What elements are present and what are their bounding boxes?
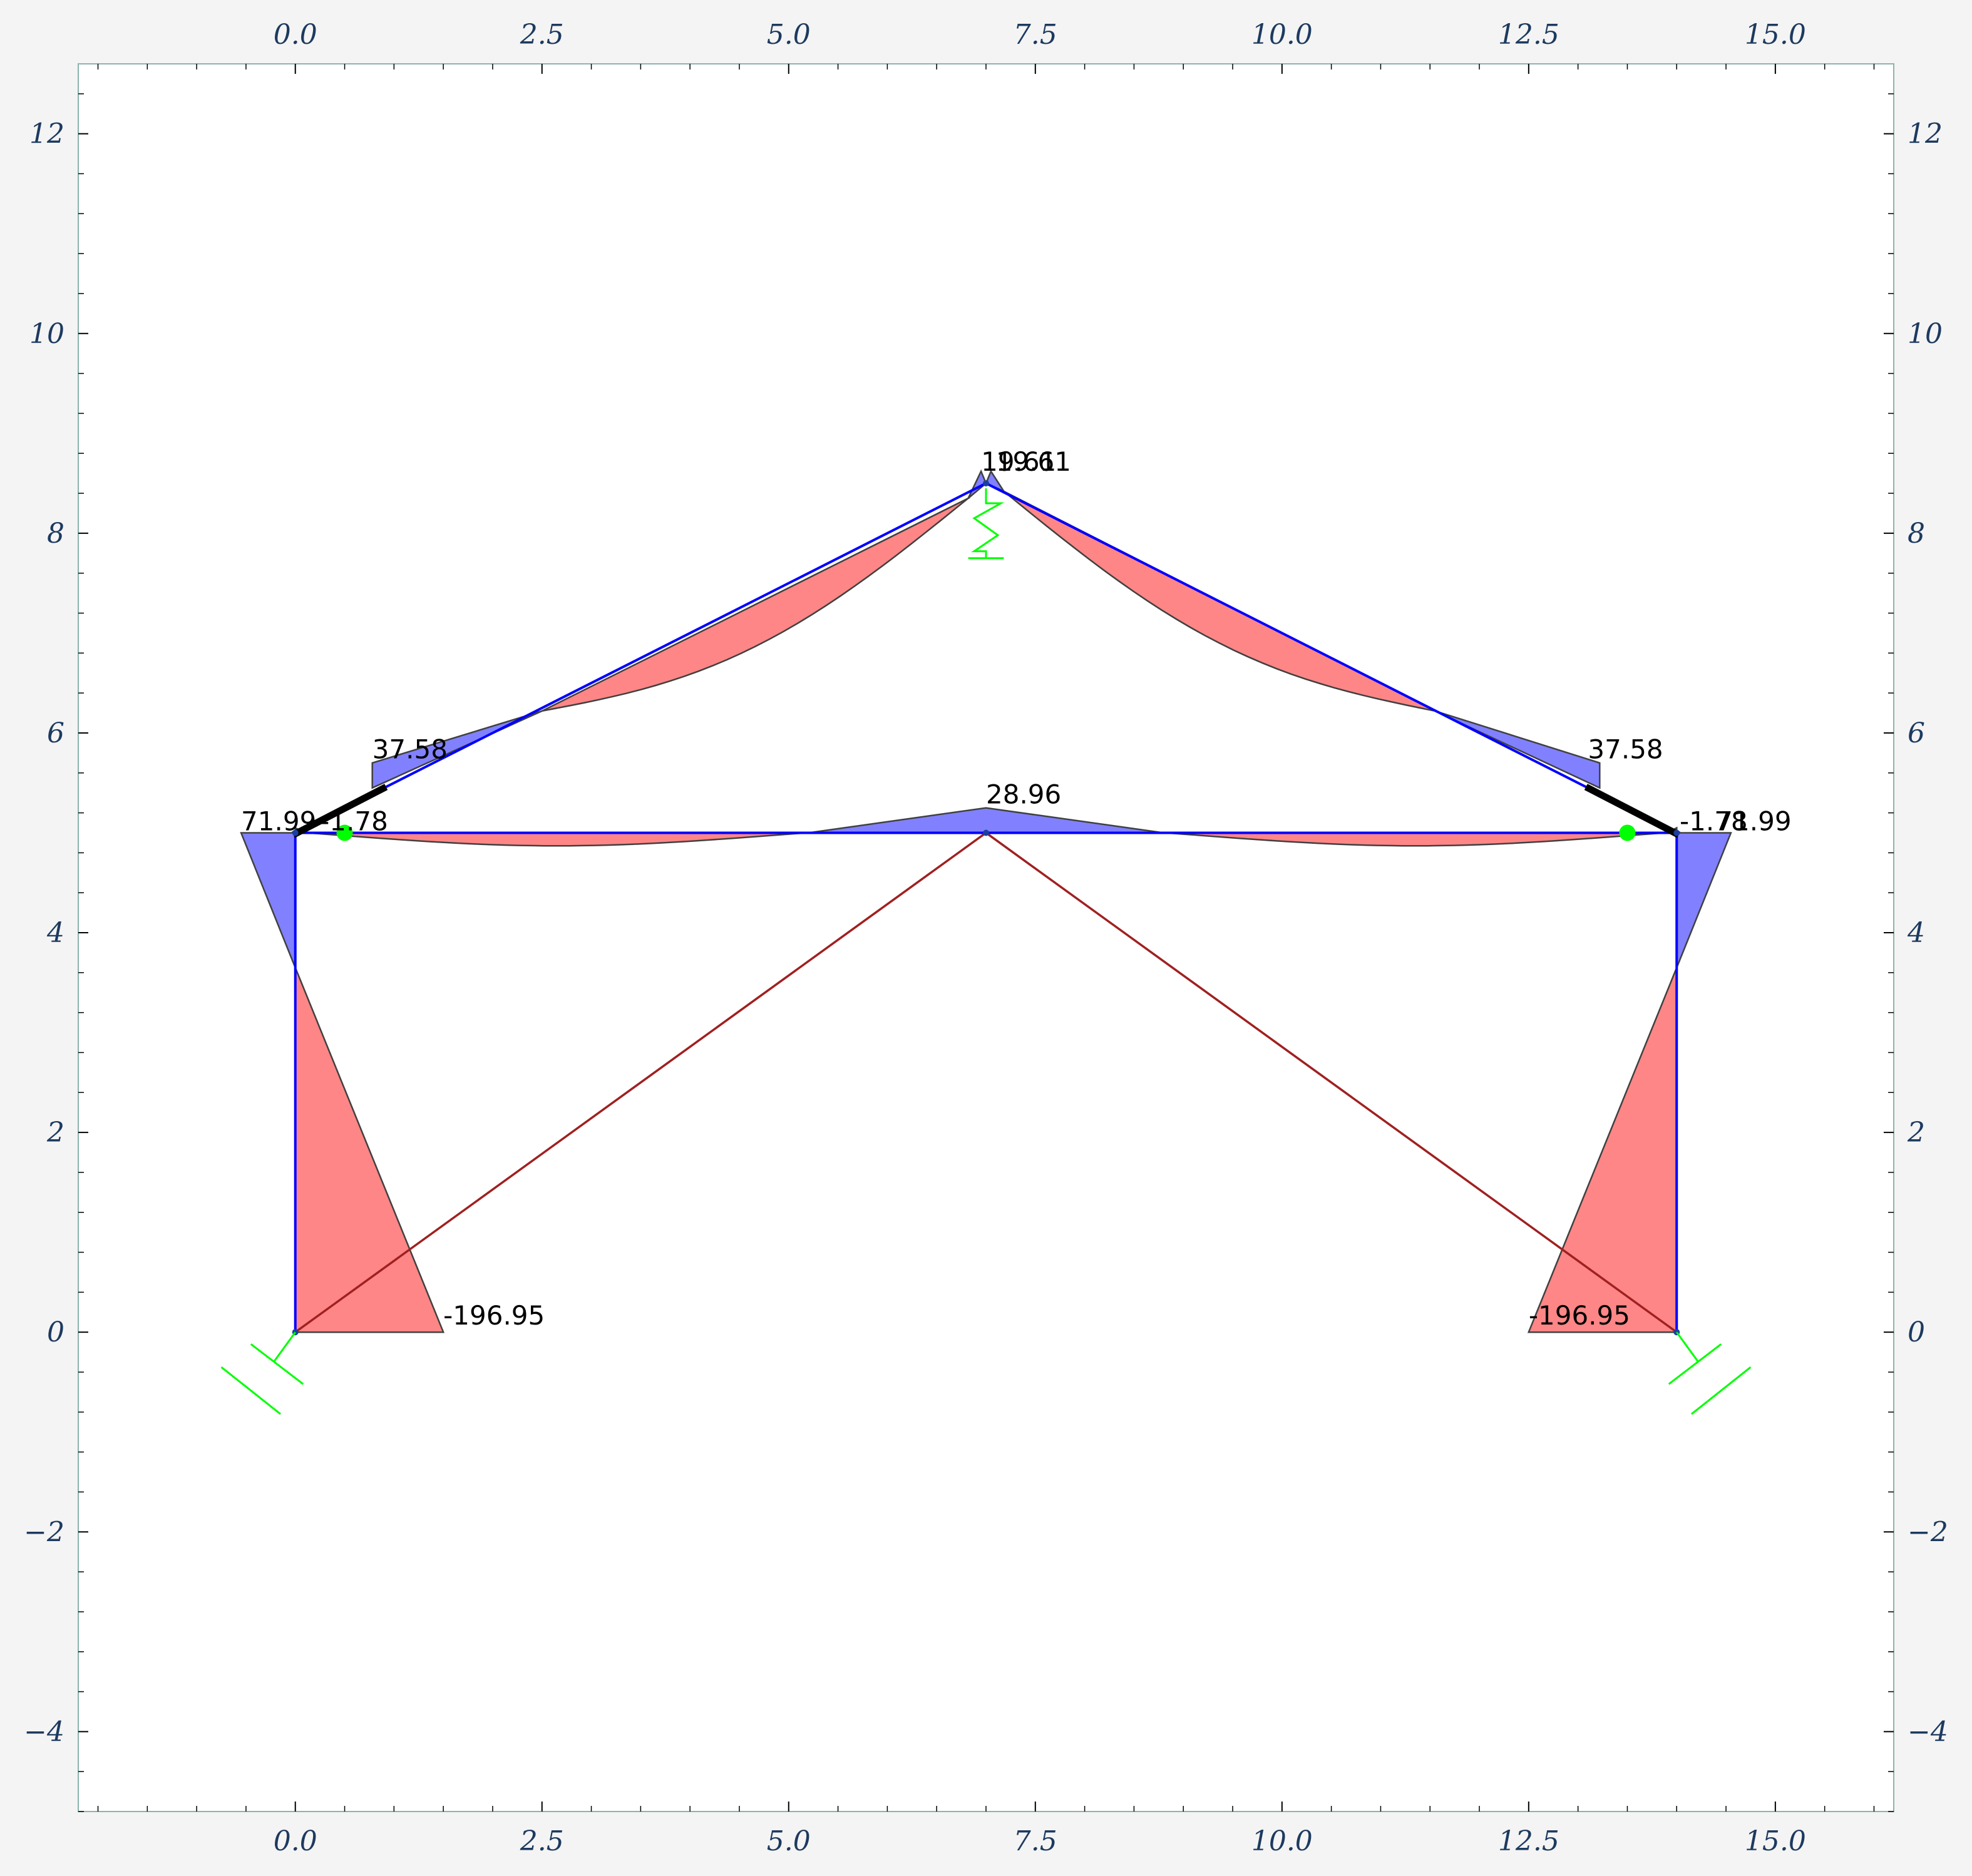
- y-tick-label-left: 4: [46, 917, 64, 949]
- y-tick-label-left: 8: [47, 518, 64, 550]
- support-left-plate: [250, 1343, 304, 1385]
- rigid-end-left: [292, 784, 388, 838]
- y-tick-label-left: 2: [46, 1117, 64, 1149]
- x-tick-label-bottom: 2.5: [520, 1825, 564, 1857]
- hinge-0: [336, 824, 353, 841]
- y-tick-label-left: 0: [47, 1316, 64, 1348]
- moment-label: 71.99: [241, 806, 316, 836]
- y-tick-label-right: 0: [1908, 1316, 1925, 1348]
- axis-ticks: 0.0 0.0 2.5 2.5 5.0 5.0 7.5 7.5 10.0 10.0 12.5 12.5…: [24, 19, 1948, 1857]
- moment-label: -1.78: [1680, 806, 1748, 836]
- y-tick-label-right: 12: [1908, 118, 1943, 150]
- y-tick-label-right: 2: [1907, 1117, 1925, 1149]
- x-tick-label-bottom: 10.0: [1251, 1825, 1313, 1857]
- moment-fill-left-rafter-end: [967, 469, 987, 499]
- moment-label: -196.95: [443, 1300, 545, 1331]
- y-tick-label-right: −2: [1908, 1516, 1948, 1548]
- y-tick-label-left: 10: [29, 318, 64, 350]
- axes-background: [78, 63, 1894, 1812]
- frame-member-2: [985, 482, 1678, 834]
- frame-member-1: [294, 482, 987, 834]
- x-tick-label-top: 10.0: [1251, 19, 1313, 51]
- moment-label: -196.95: [1529, 1300, 1630, 1331]
- moment-fill-right-rafter-mid: [1002, 490, 1437, 713]
- moment-fill-left-rafter-mid: [541, 497, 970, 712]
- support-right-stem: [1676, 1331, 1700, 1363]
- y-tick-label-right: 10: [1908, 318, 1943, 350]
- x-tick-label-top: 12.5: [1498, 19, 1559, 51]
- x-tick-label-bottom: 12.5: [1498, 1825, 1559, 1857]
- moment-label: 37.58: [1588, 734, 1663, 765]
- node-5: [983, 829, 989, 836]
- y-tick-label-left: −4: [24, 1716, 64, 1748]
- support-left-ground: [220, 1366, 282, 1415]
- x-tick-label-top: 5.0: [767, 19, 811, 51]
- x-tick-label-bottom: 5.0: [767, 1825, 811, 1857]
- y-tick-label-left: 12: [29, 118, 64, 150]
- moment-label: 19.61: [996, 446, 1071, 477]
- x-tick-label-bottom: 0.0: [274, 1825, 317, 1857]
- support-left-stem: [272, 1331, 296, 1363]
- x-tick-label-bottom: 7.5: [1014, 1825, 1057, 1857]
- moment-label: -1.78: [320, 806, 388, 836]
- diagonal-member-0: [294, 832, 987, 1333]
- x-tick-label-top: 15.0: [1745, 19, 1806, 51]
- diagonal-member-1: [985, 832, 1678, 1333]
- y-tick-label-right: 8: [1908, 518, 1925, 550]
- y-tick-label-left: −2: [24, 1516, 64, 1548]
- node-3: [1673, 829, 1680, 836]
- moment-label: 19.61: [981, 446, 1056, 477]
- support-right-ground: [1690, 1366, 1752, 1415]
- moment-label: 28.96: [986, 779, 1061, 809]
- node-2: [983, 480, 989, 487]
- moment-fill-beam-left-sag: [304, 832, 809, 847]
- moment-fill-beam-right-sag: [1163, 832, 1667, 847]
- x-tick-label-top: 7.5: [1014, 19, 1057, 51]
- x-tick-label-top: 2.5: [520, 19, 564, 51]
- moment-fill-left-rafter-start: [371, 710, 543, 789]
- support-right-plate: [1668, 1343, 1722, 1385]
- support-spring-coil: [971, 488, 1005, 558]
- x-tick-label-top: 0.0: [274, 19, 317, 51]
- moment-label: 37.58: [372, 734, 448, 765]
- y-tick-label-right: 6: [1908, 717, 1925, 749]
- hinge-1: [1619, 824, 1636, 841]
- rigid-end-right: [1584, 784, 1680, 838]
- moment-label: 71.99: [1716, 806, 1791, 836]
- y-tick-label-left: 6: [47, 717, 64, 749]
- y-tick-label-right: −4: [1908, 1716, 1948, 1748]
- x-tick-label-bottom: 15.0: [1745, 1825, 1806, 1857]
- diagram-layer: [220, 469, 1752, 1415]
- node-1: [292, 829, 299, 836]
- y-tick-label-right: 4: [1907, 917, 1925, 949]
